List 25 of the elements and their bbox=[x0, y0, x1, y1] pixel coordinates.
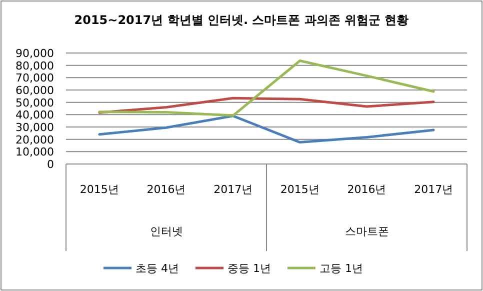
chart-title: 2015~2017년 학년별 인터넷. 스마트폰 과의존 위험군 현황 bbox=[74, 13, 409, 27]
y-tick-label: 10,000 bbox=[16, 146, 54, 159]
y-tick-label: 70,000 bbox=[16, 72, 54, 85]
y-tick-label: 80,000 bbox=[16, 59, 54, 72]
x-tick-label: 2015년 bbox=[280, 183, 320, 196]
y-tick-label: 30,000 bbox=[16, 121, 54, 134]
line-series bbox=[98, 96, 435, 114]
line-series bbox=[98, 114, 435, 144]
y-tick-label: 90,000 bbox=[16, 47, 54, 60]
legend-label: 초등 4년 bbox=[136, 262, 179, 275]
y-tick-label: 50,000 bbox=[16, 96, 54, 110]
x-tick-label: 2015년 bbox=[80, 183, 119, 196]
x-tick-label: 2017년 bbox=[414, 183, 454, 196]
legend-label: 중등 1년 bbox=[228, 262, 271, 275]
line-series bbox=[98, 60, 435, 117]
x-tick-label: 2016년 bbox=[347, 183, 386, 196]
y-tick-label: 0 bbox=[47, 158, 54, 171]
text: 인터넷 bbox=[150, 225, 183, 238]
y-tick-label: 60,000 bbox=[16, 84, 54, 97]
y-tick-label: 40,000 bbox=[16, 108, 54, 122]
y-tick-label: 20,000 bbox=[16, 133, 54, 146]
text: 스마트폰 bbox=[344, 225, 389, 238]
x-tick-label: 2017년 bbox=[214, 183, 253, 196]
legend-label: 고등 1년 bbox=[320, 262, 363, 275]
x-tick-label: 2016년 bbox=[146, 183, 186, 196]
